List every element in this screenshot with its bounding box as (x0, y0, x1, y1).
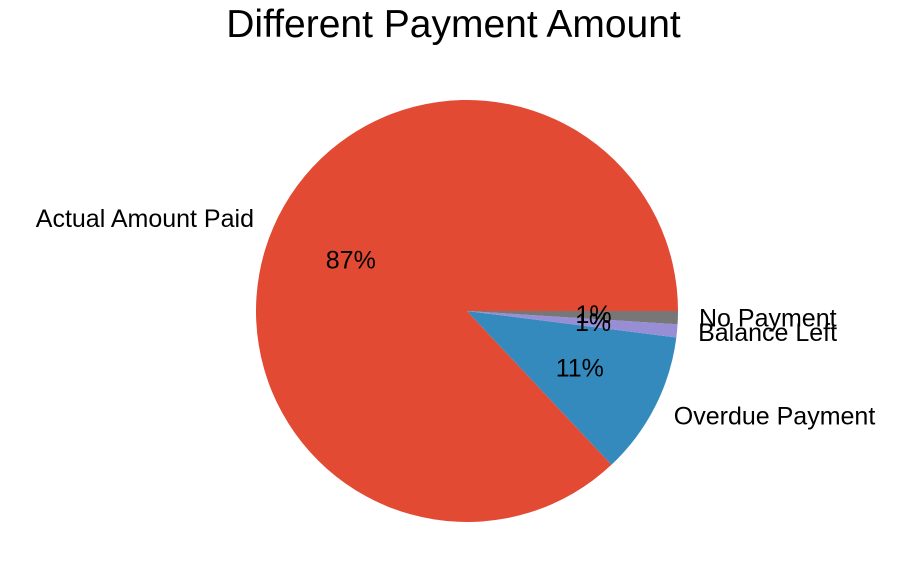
slice-label: Balance Left (698, 319, 837, 347)
pie-slice-overdue-payment (467, 311, 677, 465)
pie-slice-balance-left (467, 311, 678, 338)
slice-label: No Payment (699, 304, 837, 332)
pie-slice-no-payment (467, 311, 678, 325)
pie-labels: Actual Amount Paid 87% Overdue Payment 11% B… (36, 205, 876, 431)
slice-percent-label: 87% (326, 247, 376, 275)
chart-title: Different Payment Amount (226, 3, 681, 46)
slice-percent-label: 11% (556, 354, 604, 382)
slice-percent-label: 1% (575, 301, 611, 329)
slice-label: Actual Amount Paid (36, 205, 254, 233)
slice-label: Overdue Payment (674, 402, 876, 430)
slice-percent-label: 1% (575, 309, 611, 337)
pie-slices (256, 100, 678, 523)
